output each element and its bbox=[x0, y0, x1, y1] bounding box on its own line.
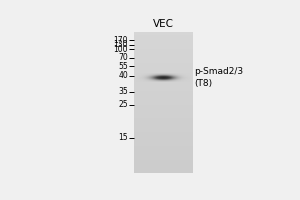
Text: 25: 25 bbox=[118, 100, 128, 109]
Text: 15: 15 bbox=[118, 133, 128, 142]
Text: 100: 100 bbox=[114, 45, 128, 54]
Text: 170: 170 bbox=[114, 36, 128, 45]
Text: 70: 70 bbox=[118, 53, 128, 62]
Text: 55: 55 bbox=[118, 62, 128, 71]
Text: 130: 130 bbox=[114, 40, 128, 49]
Text: 35: 35 bbox=[118, 87, 128, 96]
Text: 40: 40 bbox=[118, 71, 128, 80]
Text: VEC: VEC bbox=[153, 19, 174, 29]
Text: p-Smad2/3
(T8): p-Smad2/3 (T8) bbox=[194, 67, 244, 88]
